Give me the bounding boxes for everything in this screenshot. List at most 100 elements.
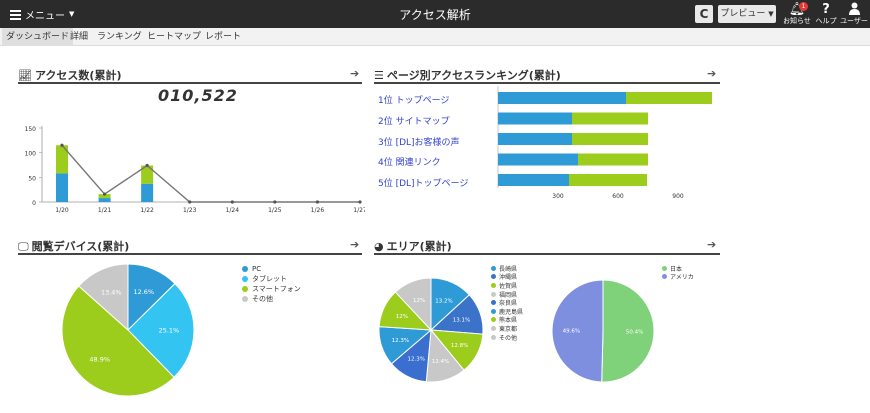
legend-swatch — [491, 265, 496, 271]
tab-dashboard[interactable]: ダッシュボード — [2, 28, 74, 46]
tab-ranking[interactable]: ランキング — [97, 32, 142, 42]
access-line-point — [102, 192, 107, 196]
region-pie-slice-label-1: 13.1% — [453, 318, 470, 324]
ranking-link-3[interactable]: 3位 [DL]お客様の声 — [378, 138, 460, 148]
legend-item: アメリカ — [662, 273, 694, 282]
ranking-bar-2-s1 — [572, 112, 648, 125]
y-tick-label: 150 — [25, 126, 37, 133]
access-total-line — [61, 144, 360, 203]
x-tick-label: 1/20 — [55, 207, 69, 214]
tab-bar: ダッシュボード 詳細 ランキング ヒートマップ レポート — [0, 28, 870, 46]
legend-item: 奈良県 — [491, 298, 523, 307]
help-label: ヘルプ — [815, 17, 837, 25]
ranking-link-5[interactable]: 5位 [DL]トップページ — [378, 179, 469, 189]
access-total: 010,522 — [158, 86, 238, 105]
legend-swatch — [491, 334, 496, 340]
legend-label: 日本 — [670, 265, 683, 273]
ranking-link-1[interactable]: 1位 トップページ — [378, 96, 450, 106]
area-panel-title: ◕ エリア(累計) — [374, 238, 452, 254]
ranking-panel-title: ☰ ページ別アクセスランキング(累計) — [374, 67, 561, 83]
access-line-point — [273, 200, 277, 204]
device-pie-slice-label-1: 25.1% — [159, 326, 180, 334]
tab-report[interactable]: レポート — [205, 32, 242, 42]
device-legend: PC タブレット スマートフォン その他 — [242, 264, 301, 304]
hamburger-icon — [10, 9, 21, 20]
tab-heatmap[interactable]: ヒートマップ — [147, 32, 202, 42]
x-tick-label: 1/23 — [183, 207, 197, 214]
ranking-bar-2-s0 — [498, 112, 572, 125]
access-more-arrow-icon[interactable]: ➔ — [350, 67, 360, 80]
area-more-arrow-icon[interactable]: ➔ — [707, 238, 717, 251]
menu-button[interactable]: メニュー ▼ — [4, 4, 80, 24]
refresh-button[interactable]: C — [695, 5, 713, 23]
ranking-link-4[interactable]: 4位 関連リンク — [378, 158, 441, 168]
device-title-text: 閲覧デバイス(累計) — [31, 240, 130, 253]
legend-label: 佐賀県 — [499, 282, 518, 290]
access-line-point — [358, 200, 362, 204]
device-pie-slice-label-2: 48.9% — [89, 356, 110, 364]
ranking-bar-1-s0 — [498, 92, 626, 104]
ranking-bar-5-s0 — [498, 174, 569, 186]
country-pie-slice-0 — [601, 279, 655, 383]
pie-chart-icon: ◕ — [374, 240, 384, 253]
legend-label: タブレット — [252, 275, 287, 283]
user-icon — [840, 2, 868, 17]
ranking-panel-rule — [374, 82, 720, 84]
area-country-legend: 日本 アメリカ — [662, 264, 694, 281]
legend-swatch — [491, 300, 496, 306]
user-button[interactable]: ユーザー — [840, 2, 868, 28]
legend-label: 奈良県 — [499, 300, 518, 308]
tab-detail[interactable]: 詳細 — [70, 32, 89, 42]
y-tick-label: 50 — [28, 175, 36, 182]
refresh-icon: C — [699, 7, 709, 21]
access-line-point — [145, 163, 149, 168]
access-bar-1-22-s1 — [141, 165, 154, 184]
x-tick-label: 1/24 — [226, 207, 240, 214]
ranking-bar-3-s0 — [498, 133, 572, 145]
ranking-bar-5-s1 — [569, 174, 647, 186]
ranking-more-arrow-icon[interactable]: ➔ — [707, 67, 717, 80]
legend-swatch — [491, 325, 496, 331]
legend-item: 鹿児島県 — [491, 307, 523, 316]
region-pie-slice-label-6: 12% — [396, 314, 408, 320]
device-pie-slice-label-0: 12.6% — [133, 288, 154, 296]
legend-label: アメリカ — [670, 274, 694, 282]
list-icon: ☰ — [374, 69, 384, 82]
legend-item: 長崎県 — [491, 264, 523, 273]
notifications-button[interactable]: 🔔︎ 1 お知らせ — [783, 2, 811, 28]
legend-item: 東京都 — [491, 324, 523, 333]
notifications-label: お知らせ — [783, 17, 811, 25]
access-bar-1-21-s0 — [98, 198, 111, 202]
help-icon: ? — [822, 2, 830, 17]
legend-swatch — [491, 317, 496, 323]
x-tick-label: 1/21 — [98, 207, 112, 214]
access-line-point — [188, 200, 192, 204]
ranking-bar-4-s1 — [578, 153, 648, 166]
region-pie-slice-label-2: 12.8% — [451, 343, 468, 349]
legend-item: 沖縄県 — [491, 273, 523, 281]
access-bar-1-22-s0 — [141, 183, 154, 202]
legend-item: PC — [242, 264, 301, 274]
legend-label: 東京都 — [499, 325, 518, 333]
help-button[interactable]: ? ヘルプ — [812, 2, 840, 28]
access-title-text: アクセス数(累計) — [34, 69, 122, 82]
legend-swatch — [662, 265, 667, 271]
menu-label: メニュー — [25, 10, 65, 22]
line-chart-icon: 📈︎ — [18, 69, 32, 82]
ranking-link-2[interactable]: 2位 サイトマップ — [378, 117, 450, 127]
region-pie-slice-8 — [394, 277, 432, 332]
legend-label: その他 — [499, 334, 518, 342]
area-region-legend: 長崎県 沖縄県 佐賀県 福岡県 奈良県 鹿児島県 熊本県 東京都 その他 — [491, 264, 523, 342]
device-more-arrow-icon[interactable]: ➔ — [350, 238, 360, 251]
legend-swatch — [242, 286, 248, 292]
ranking-bar-1-s1 — [626, 92, 712, 104]
country-pie-slice-label-1: 49.6% — [563, 329, 580, 335]
device-pie-slice-label-3: 13.4% — [101, 289, 122, 297]
ranking-bar-3-s1 — [572, 133, 648, 145]
caret-down-icon: ▼ — [768, 10, 774, 18]
user-label: ユーザー — [840, 17, 868, 25]
preview-button[interactable]: プレビュー ▼ — [718, 5, 776, 23]
legend-label: PC — [252, 265, 262, 273]
access-line-point — [315, 200, 320, 204]
ranking-x-tick-label: 300 — [552, 193, 564, 200]
